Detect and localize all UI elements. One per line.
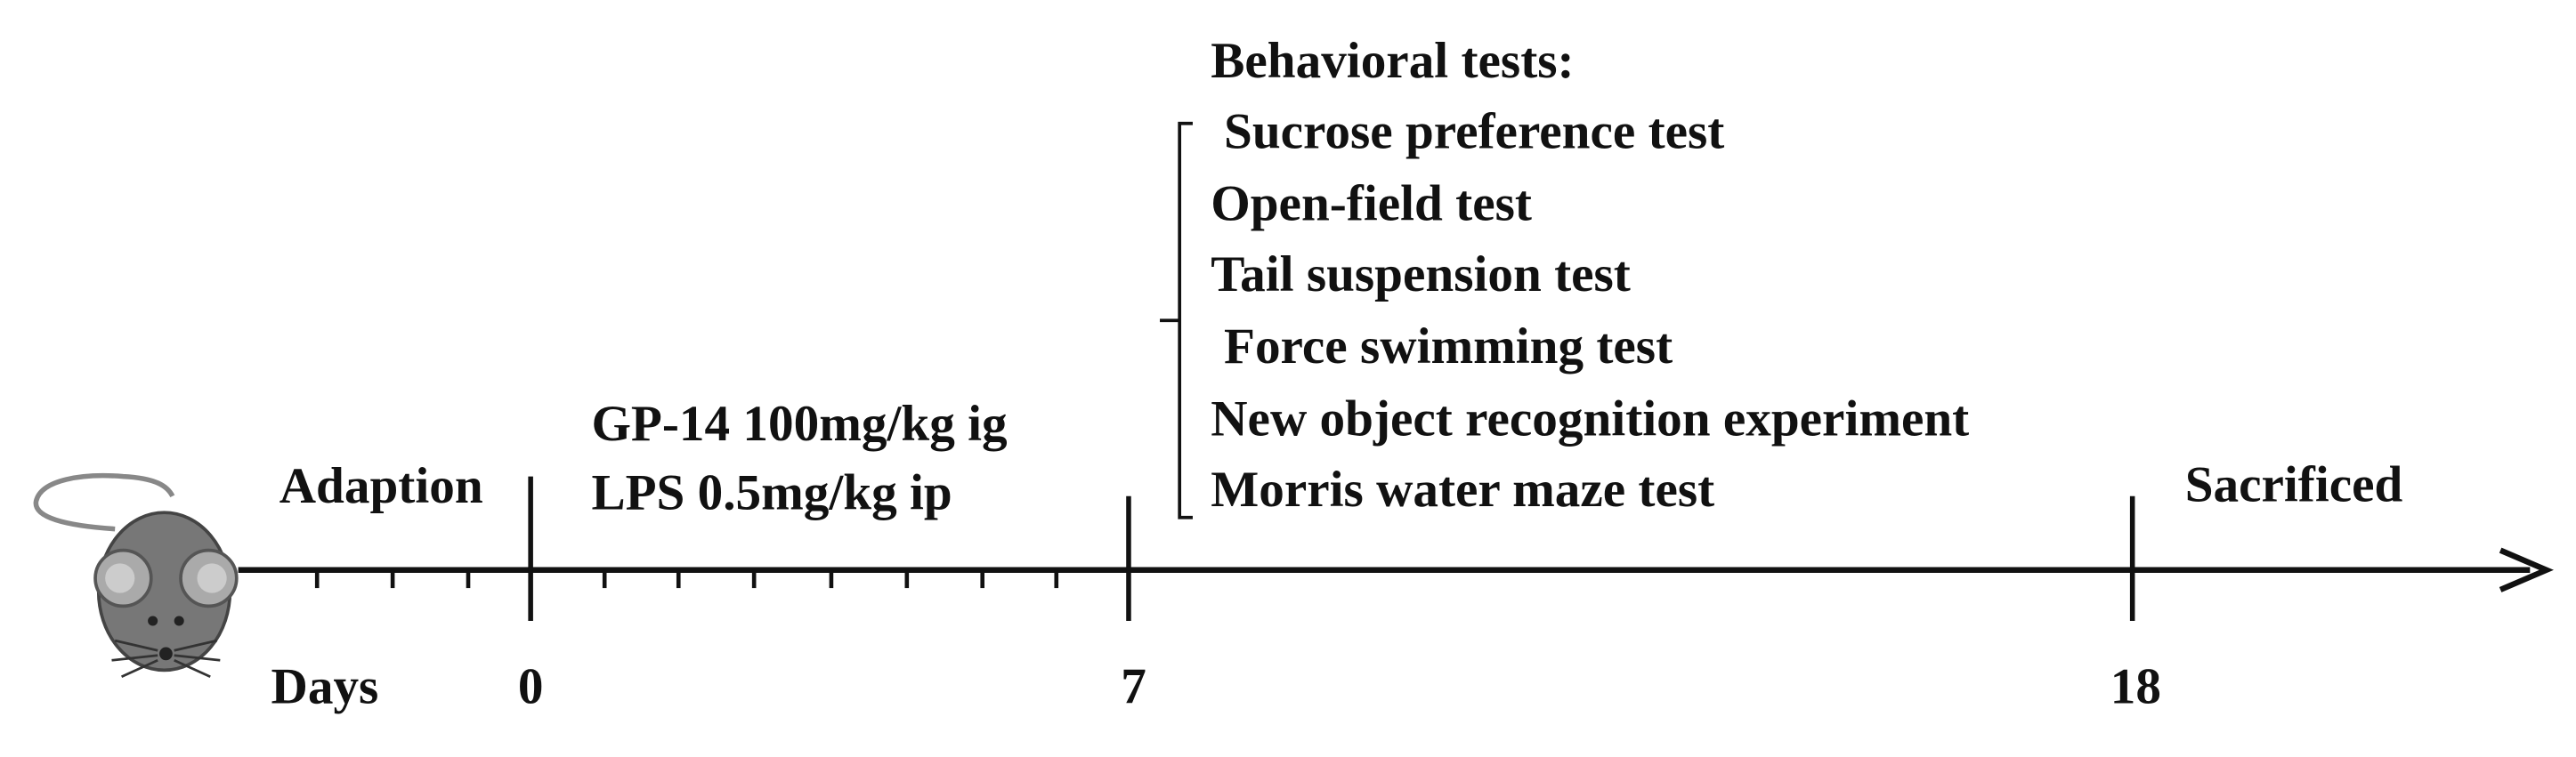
treatment-label: GP-14 100mg/kg ig xyxy=(591,396,1008,452)
test-item: Morris water maze test xyxy=(1211,462,1714,518)
test-item: New object recognition experiment xyxy=(1211,391,1969,447)
test-item: Tail suspension test xyxy=(1211,246,1631,302)
bracket xyxy=(1160,121,1193,519)
axis-label: Days xyxy=(271,658,379,714)
major-ticks xyxy=(528,476,2135,622)
treatment-label: LPS 0.5mg/kg ip xyxy=(591,464,952,520)
phase-label: Adaption xyxy=(279,458,483,514)
day-label: 18 xyxy=(2110,658,2161,714)
tests-title: Behavioral tests: xyxy=(1211,33,1574,89)
phase-label: Sacrificed xyxy=(2185,456,2403,512)
mouse-icon xyxy=(33,472,239,679)
test-item: Open-field test xyxy=(1211,176,1532,232)
test-item: Sucrose preference test xyxy=(1224,103,1724,159)
day-label: 0 xyxy=(518,658,544,714)
axis-arrow xyxy=(2499,547,2554,592)
day-label: 7 xyxy=(1121,658,1146,714)
minor-ticks xyxy=(314,569,1059,589)
test-item: Force swimming test xyxy=(1224,318,1673,374)
